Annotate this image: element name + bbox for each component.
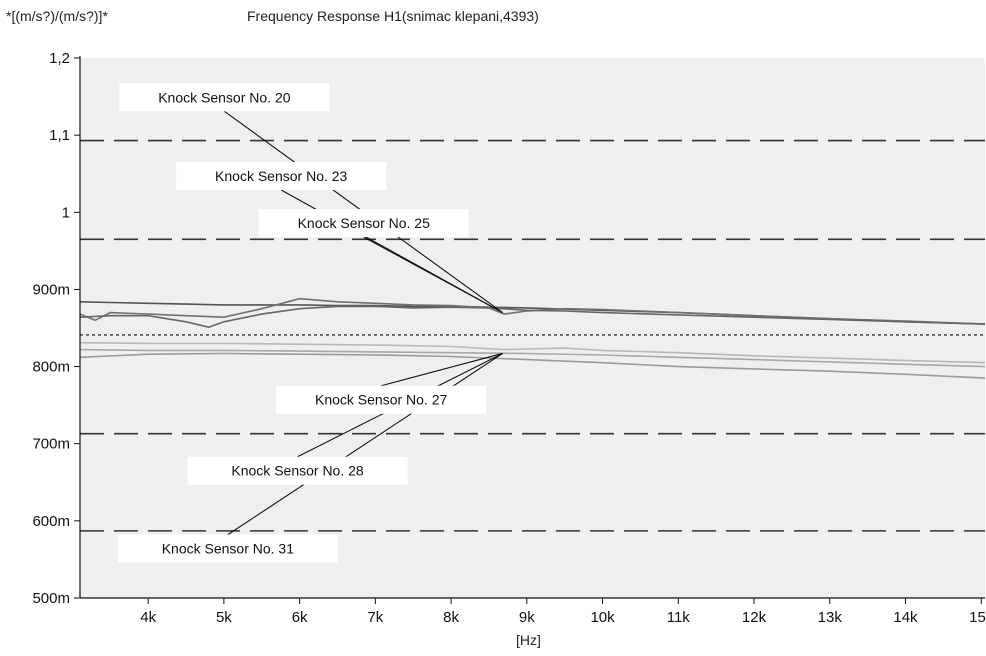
axes: 500m 600m 700m 800m 900m 1 1,1 1,2 4k 5k 6k 7k 8k 9k 1… [32,50,986,626]
x-tick-label: 11k [667,609,691,626]
x-tick-label: 5k [216,609,232,626]
annotation-box-1 [119,83,330,112]
x-tick-label: 10k [590,609,615,626]
chart-title: Frequency Response H1(snimac klepani,439… [247,8,539,24]
annotation-box-5 [187,456,408,485]
annotation-label-6: Knock Sensor No. 31 [162,541,295,557]
x-tick-label: 8k [443,609,459,626]
y-tick-label: 1,1 [49,127,70,144]
series-line-3 [79,305,986,329]
x-tick-label: 4k [140,609,156,626]
x-tick-label: 6k [292,609,308,626]
annotation-box-4 [276,385,487,414]
annotation-label-4: Knock Sensor No. 27 [315,392,448,408]
y-tick-label: 800m [32,359,70,376]
y-tick-label: 900m [32,281,70,298]
x-tick-label: 13k [818,609,843,626]
annotation-label-1: Knock Sensor No. 20 [158,89,291,105]
annotation-leader-3 [363,236,503,314]
annotation-label-2: Knock Sensor No. 23 [215,168,348,184]
series-line-6 [79,352,986,379]
annotation-label-5: Knock Sensor No. 28 [231,463,364,479]
plot-area [80,58,985,598]
series-line-5 [79,341,986,364]
series-line-2 [79,297,986,325]
y-tick-label: 600m [32,513,70,530]
y-tick-label: 1,2 [49,50,70,67]
annotation-labels: Knock Sensor No. 20 Knock Sensor No. 23 Kn… [117,83,487,563]
x-tick-label: 12k [742,609,767,626]
y-tick-label: 1 [62,204,70,221]
x-tick-label: 14k [893,609,918,626]
annotation-leader-6 [227,352,503,536]
reference-lines [80,139,985,532]
x-tick-label: 9k [519,609,535,626]
annotation-box-6 [117,534,338,563]
annotation-box-2 [176,162,387,191]
annotation-label-3: Knock Sensor No. 25 [298,215,431,231]
series-lines [79,297,986,379]
annotation-box-3 [258,209,469,238]
series-line-4 [79,348,986,368]
x-axis-label: [Hz] [516,632,541,648]
y-unit-label: *[(m/s?)/(m/s?)]* [6,8,108,24]
x-tick-label: 15k [969,609,986,626]
x-tick-label: 7k [367,609,383,626]
y-tick-label: 700m [32,436,70,453]
annotation-leader-4 [381,352,503,387]
y-tick-label: 500m [32,590,70,607]
